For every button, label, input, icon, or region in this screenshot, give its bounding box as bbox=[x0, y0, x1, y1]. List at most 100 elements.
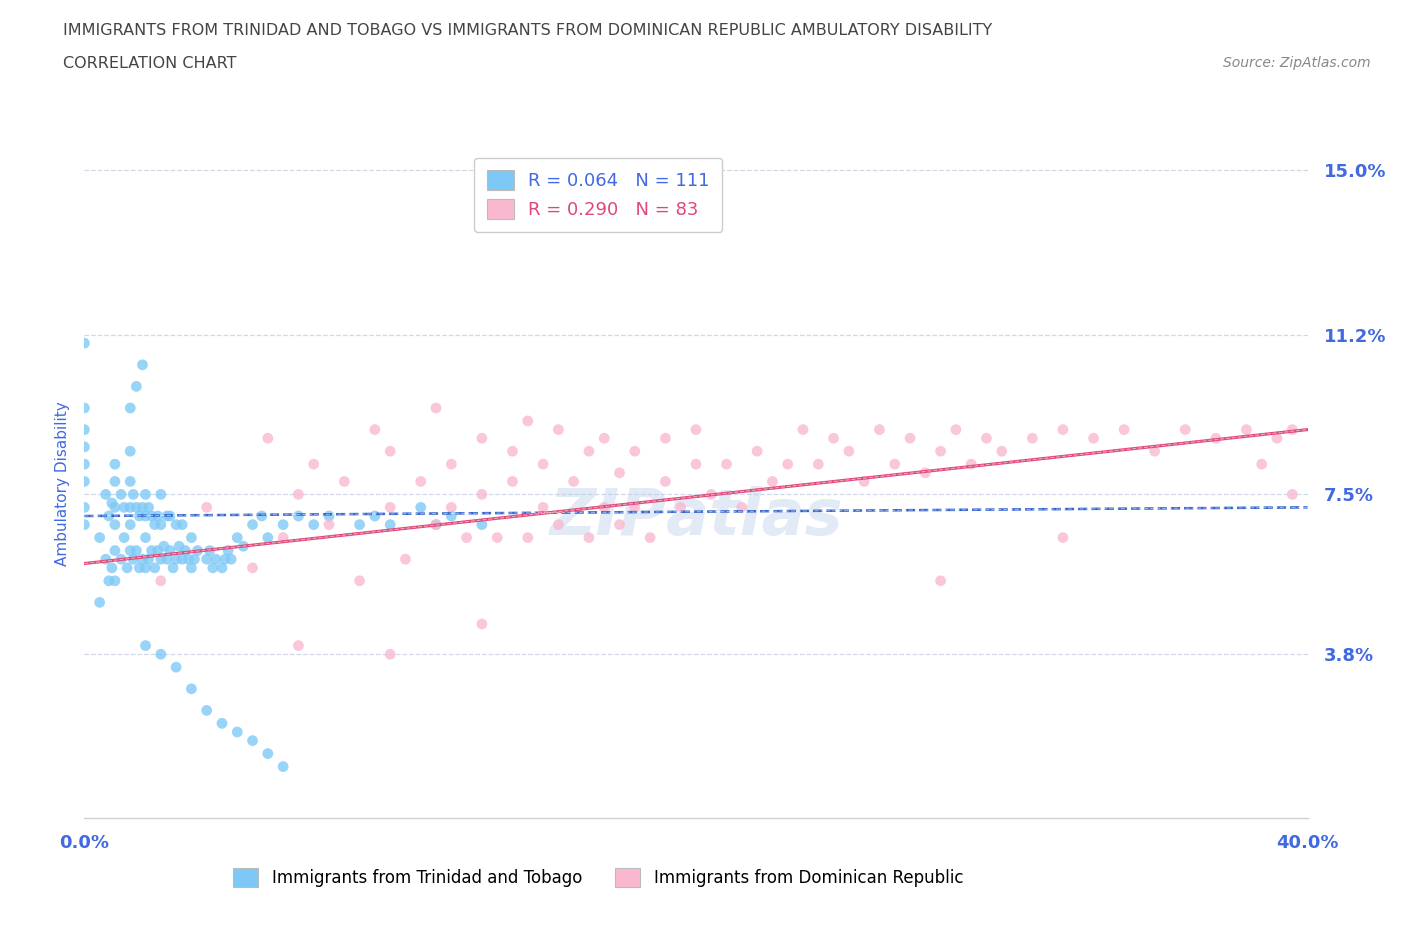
Point bbox=[131, 551, 153, 566]
Point bbox=[226, 724, 249, 739]
Point bbox=[226, 530, 249, 545]
Point bbox=[110, 487, 132, 502]
Point bbox=[945, 422, 967, 437]
Point bbox=[318, 509, 340, 524]
Point bbox=[174, 543, 197, 558]
Point bbox=[73, 336, 96, 351]
Point bbox=[180, 561, 202, 576]
Point bbox=[186, 543, 208, 558]
Point bbox=[1205, 431, 1227, 445]
Point bbox=[685, 457, 707, 472]
Point bbox=[287, 509, 309, 524]
Point bbox=[177, 551, 200, 566]
Point bbox=[73, 474, 96, 489]
Point bbox=[73, 517, 96, 532]
Point bbox=[700, 487, 723, 502]
Point bbox=[110, 551, 132, 566]
Point bbox=[122, 551, 145, 566]
Point bbox=[104, 457, 127, 472]
Point bbox=[562, 474, 585, 489]
Point bbox=[1052, 422, 1074, 437]
Point bbox=[609, 465, 631, 480]
Point bbox=[172, 517, 194, 532]
Point bbox=[167, 538, 190, 553]
Point bbox=[73, 401, 96, 416]
Legend: Immigrants from Trinidad and Tobago, Immigrants from Dominican Republic: Immigrants from Trinidad and Tobago, Imm… bbox=[224, 858, 973, 897]
Point bbox=[122, 487, 145, 502]
Point bbox=[104, 543, 127, 558]
Point bbox=[654, 431, 676, 445]
Point bbox=[440, 500, 463, 515]
Point bbox=[547, 422, 569, 437]
Point bbox=[195, 703, 218, 718]
Point bbox=[747, 444, 769, 458]
Point bbox=[120, 474, 142, 489]
Point bbox=[761, 474, 783, 489]
Point bbox=[146, 509, 169, 524]
Point bbox=[1281, 487, 1303, 502]
Point bbox=[149, 646, 172, 661]
Point bbox=[440, 509, 463, 524]
Point bbox=[531, 457, 554, 472]
Point bbox=[149, 574, 172, 589]
Point bbox=[1052, 530, 1074, 545]
Point bbox=[217, 543, 239, 558]
Point bbox=[120, 401, 142, 416]
Point bbox=[578, 444, 600, 458]
Point bbox=[502, 474, 524, 489]
Point bbox=[141, 543, 163, 558]
Point bbox=[141, 509, 163, 524]
Point bbox=[776, 457, 799, 472]
Point bbox=[609, 517, 631, 532]
Point bbox=[516, 530, 538, 545]
Point bbox=[349, 574, 371, 589]
Point bbox=[257, 746, 280, 761]
Point bbox=[149, 517, 172, 532]
Point bbox=[165, 659, 187, 674]
Point bbox=[1250, 457, 1272, 472]
Point bbox=[162, 561, 184, 576]
Point bbox=[593, 500, 616, 515]
Point bbox=[195, 551, 218, 566]
Y-axis label: Ambulatory Disability: Ambulatory Disability bbox=[55, 401, 70, 566]
Point bbox=[211, 716, 233, 731]
Point bbox=[1281, 422, 1303, 437]
Point bbox=[456, 530, 478, 545]
Point bbox=[125, 379, 148, 393]
Point bbox=[101, 561, 124, 576]
Point bbox=[624, 444, 647, 458]
Point bbox=[516, 414, 538, 429]
Point bbox=[853, 474, 876, 489]
Point bbox=[180, 530, 202, 545]
Point bbox=[838, 444, 860, 458]
Point bbox=[914, 465, 936, 480]
Point bbox=[104, 474, 127, 489]
Point bbox=[146, 543, 169, 558]
Point bbox=[201, 561, 224, 576]
Point bbox=[149, 487, 172, 502]
Point bbox=[115, 561, 138, 576]
Point bbox=[159, 509, 181, 524]
Point bbox=[219, 551, 242, 566]
Point bbox=[242, 733, 264, 748]
Point bbox=[120, 543, 142, 558]
Point bbox=[153, 538, 176, 553]
Point bbox=[89, 530, 111, 545]
Point bbox=[731, 500, 754, 515]
Point bbox=[364, 509, 387, 524]
Point bbox=[394, 551, 416, 566]
Point bbox=[502, 444, 524, 458]
Point bbox=[425, 517, 447, 532]
Point bbox=[94, 487, 117, 502]
Point bbox=[73, 440, 96, 455]
Point bbox=[685, 422, 707, 437]
Point bbox=[138, 500, 160, 515]
Point bbox=[929, 444, 952, 458]
Point bbox=[135, 530, 157, 545]
Point bbox=[250, 509, 273, 524]
Point bbox=[380, 646, 402, 661]
Point bbox=[131, 357, 153, 372]
Point bbox=[471, 487, 494, 502]
Point bbox=[135, 509, 157, 524]
Point bbox=[409, 500, 432, 515]
